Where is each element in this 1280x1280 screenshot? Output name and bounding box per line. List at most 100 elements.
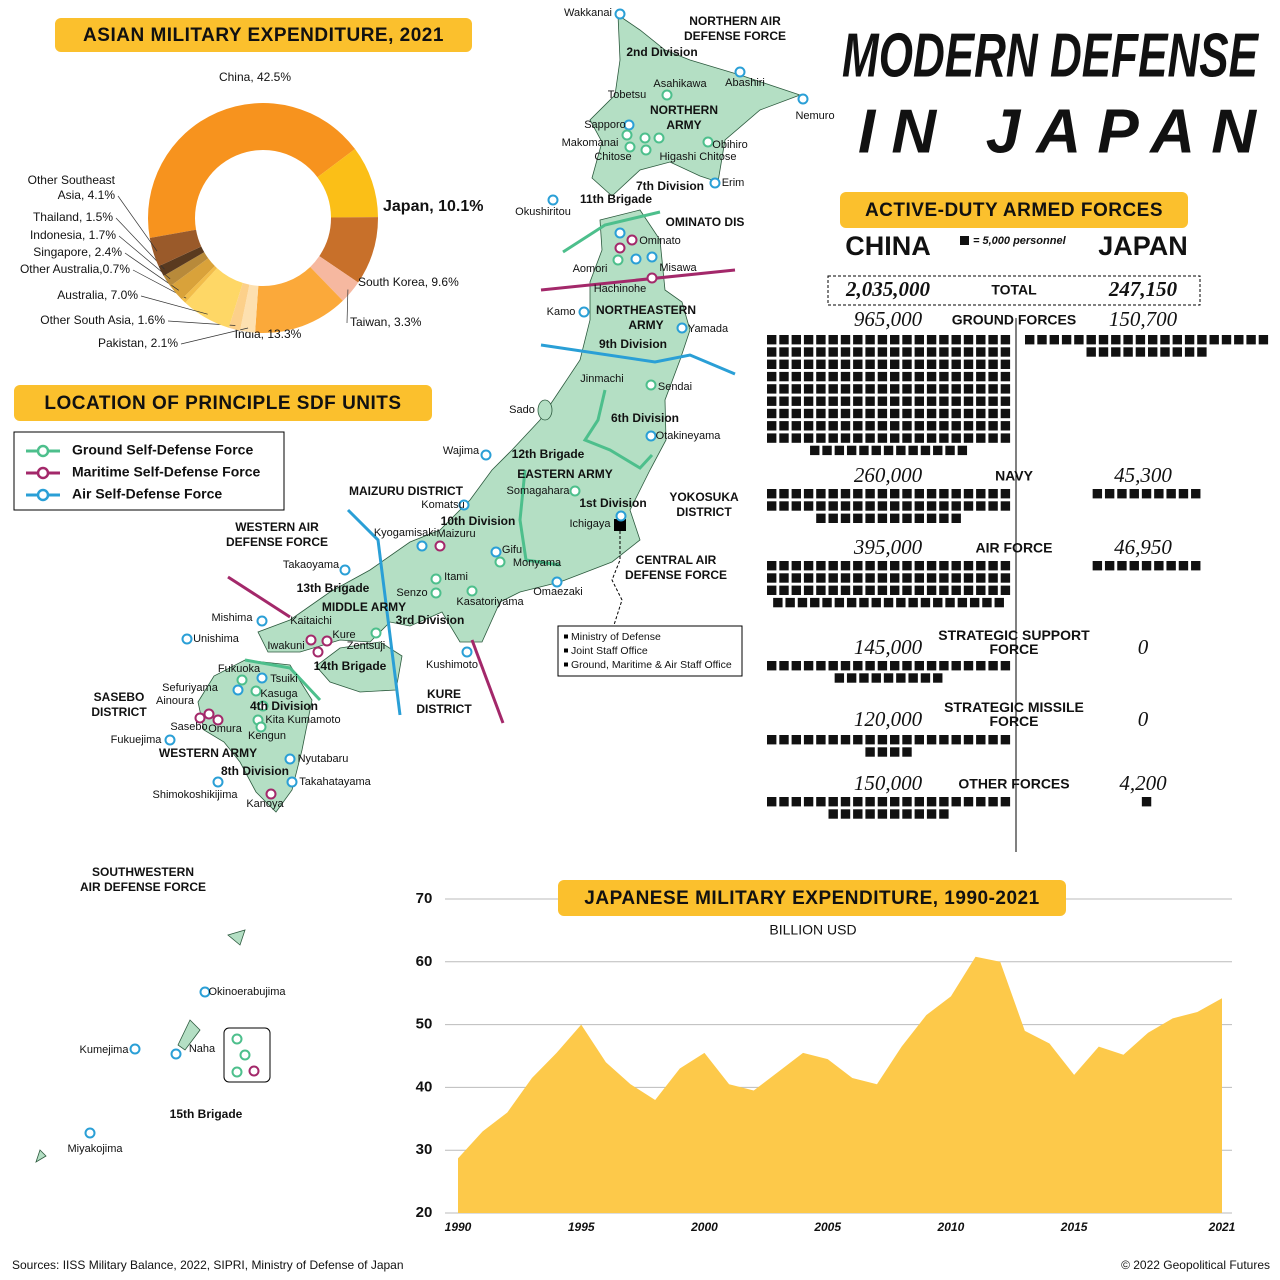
unit-marker <box>250 685 262 697</box>
unit-square <box>988 573 998 583</box>
unit-marker <box>639 132 651 144</box>
unit-marker <box>181 633 193 645</box>
unit-squares <box>767 661 1011 683</box>
unit-square <box>791 501 801 511</box>
unit-square <box>902 408 912 419</box>
unit-label: SASEBO DISTRICT <box>91 690 147 719</box>
pie-slice <box>185 268 243 328</box>
unit-square <box>840 371 851 382</box>
unit-square <box>926 661 937 671</box>
place-label: Nyutabaru <box>298 753 349 765</box>
unit-marker <box>339 564 351 576</box>
unit-square <box>963 561 974 571</box>
unit-square <box>988 396 998 406</box>
unit-square <box>1086 347 1096 357</box>
unit-square <box>890 347 900 357</box>
unit-square <box>890 573 900 583</box>
unit-square <box>945 597 955 608</box>
unit-label: 2nd Division <box>626 45 697 59</box>
unit-square <box>914 797 924 807</box>
unit-square <box>902 371 912 382</box>
army-boundary <box>244 658 322 702</box>
unit-square <box>1154 561 1164 571</box>
unit-square <box>853 513 863 523</box>
unit-square <box>779 433 789 443</box>
map-title: LOCATION OF PRINCIPLE SDF UNITS <box>44 393 401 414</box>
unit-square <box>914 585 924 595</box>
unit-square <box>779 384 789 394</box>
place-label: Maizuru <box>436 528 475 540</box>
unit-square <box>1135 335 1146 345</box>
pie-slice <box>158 246 205 276</box>
unit-label: OMINATO DIS <box>666 215 745 229</box>
bullet <box>564 648 568 653</box>
y-tick-label: 40 <box>416 1078 433 1095</box>
unit-square <box>877 396 888 406</box>
unit-square <box>988 561 998 571</box>
unit-square <box>877 585 888 595</box>
unit-square <box>914 489 924 499</box>
unit-square <box>846 673 857 683</box>
unit-square <box>840 408 851 419</box>
unit-square <box>1135 347 1146 357</box>
unit-square <box>939 661 949 671</box>
unit-square <box>939 561 949 571</box>
unit-square <box>914 735 924 745</box>
unit-square <box>951 335 961 345</box>
unit-square <box>926 335 937 345</box>
unit-square <box>976 561 986 571</box>
unit-marker <box>170 1048 182 1060</box>
unit-square <box>1160 347 1170 357</box>
unit-square <box>779 408 789 419</box>
unit-square <box>951 561 961 571</box>
unit-square <box>840 421 851 431</box>
unit-square <box>976 735 986 745</box>
unit-square <box>797 597 808 608</box>
place-label: Jinmachi <box>580 373 623 385</box>
unit-square <box>816 513 826 523</box>
unit-marker <box>212 714 224 726</box>
unit-square <box>865 585 875 595</box>
unit-square <box>865 359 875 369</box>
unit-square <box>939 809 949 819</box>
unit-marker <box>646 251 658 263</box>
unit-marker <box>578 306 590 318</box>
area <box>458 956 1222 1213</box>
place-label: Kushimoto <box>426 659 478 671</box>
unit-label: 14th Brigade <box>314 659 387 673</box>
unit-square <box>828 501 838 511</box>
unit-square <box>976 408 986 419</box>
unit-square <box>840 809 851 819</box>
unit-square <box>865 489 875 499</box>
unit-square <box>785 597 795 608</box>
unit-square <box>1092 561 1103 571</box>
unit-square <box>902 384 912 394</box>
unit-square <box>939 421 949 431</box>
unit-square <box>1123 335 1133 345</box>
x-tick-label: 2000 <box>690 1220 718 1234</box>
unit-square <box>883 597 894 608</box>
place-label: Kasatoriyama <box>456 596 524 608</box>
unit-label: CENTRAL AIR DEFENSE FORCE <box>625 553 727 582</box>
unit-square <box>816 408 826 419</box>
total-value: 2,035,000 <box>845 277 931 301</box>
unit-square <box>883 445 894 456</box>
unit-square <box>902 501 912 511</box>
unit-square <box>1221 335 1232 345</box>
unit-square <box>976 371 986 382</box>
value-label: 150,000 <box>854 771 923 795</box>
unit-square <box>1191 561 1201 571</box>
unit-square <box>853 561 863 571</box>
place-label: Otakineyama <box>656 430 722 442</box>
unit-square <box>976 396 986 406</box>
place-label: Hachinohe <box>594 283 647 295</box>
unit-square <box>902 433 912 443</box>
unit-square <box>926 396 937 406</box>
unit-square <box>865 561 875 571</box>
unit-square <box>933 597 943 608</box>
unit-square <box>853 384 863 394</box>
sado-island <box>537 399 553 421</box>
unit-square <box>951 347 961 357</box>
unit-square <box>902 661 912 671</box>
unit-square <box>767 371 777 382</box>
